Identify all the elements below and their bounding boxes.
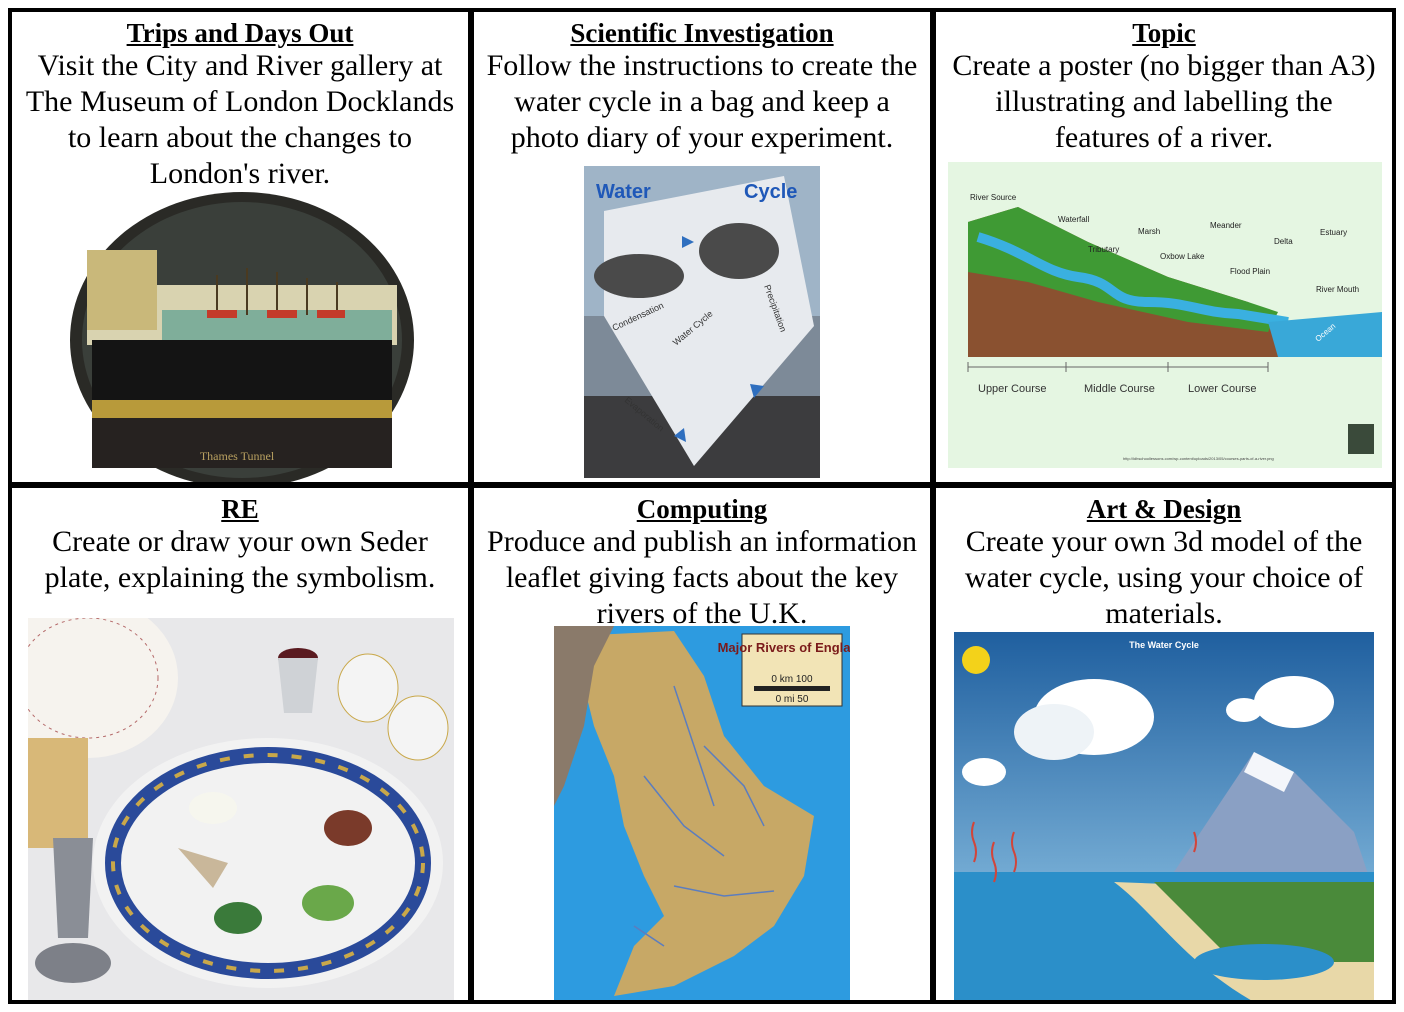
map-scale-km: 0 km 100 [771,674,813,685]
river-label: Meander [1210,221,1242,230]
cell-re: RE Create or draw your own Seder plate, … [12,488,468,1000]
river-label: Oxbow Lake [1160,252,1205,261]
activity-grid: Trips and Days Out Visit the City and Ri… [8,8,1396,1004]
cell-text: Create a poster (no bigger than A3) illu… [952,49,1376,154]
cell-text: Visit the City and River gallery at The … [25,49,455,190]
cell-text: Follow the instructions to create the wa… [486,49,918,154]
cell-heading: Scientific Investigation [570,18,834,48]
cell-topic: Topic Create a poster (no bigger than A3… [936,12,1392,482]
river-label: River Mouth [1316,285,1359,294]
cell-text: Create your own 3d model of the water cy… [964,525,1364,630]
cell-text: Create or draw your own Seder plate, exp… [44,525,436,594]
cell-heading: Trips and Days Out [126,18,354,48]
bag-title-right: Cycle [744,181,797,203]
river-label: Flood Plain [1230,267,1270,276]
river-label: Waterfall [1058,215,1089,224]
thames-tunnel-image: Thames Tunnel [67,190,417,482]
water-cycle-bag-image: Water Cycle Condensation Precipitation E… [584,166,820,478]
cell-heading: Art & Design [1086,494,1242,524]
course-label: Middle Course [1084,383,1155,395]
cell-heading: Computing [636,494,768,524]
river-label: Delta [1274,237,1293,246]
cell-scientific: Scientific Investigation Follow the inst… [474,12,930,482]
poster-url: http://ldhschoollessons.com/wp-content/u… [1123,456,1274,461]
water-cycle-title: The Water Cycle [1129,640,1199,650]
thames-tunnel-caption: Thames Tunnel [200,449,275,463]
course-label: Lower Course [1188,383,1256,395]
river-label: River Source [970,193,1017,202]
rivers-of-england-map: Major Rivers of England 0 km 100 0 mi 50 [554,626,850,1000]
cell-art-design: Art & Design Create your own 3d model of… [936,488,1392,1000]
map-title: Major Rivers of England [718,640,850,655]
river-label: Marsh [1138,227,1160,236]
cell-text: Produce and publish an information leafl… [487,525,917,630]
river-label: Estuary [1320,228,1347,237]
seder-plate-image [28,618,454,1000]
river-features-poster: River Source Waterfall Tributary Marsh O… [948,162,1382,468]
cell-trips: Trips and Days Out Visit the City and Ri… [12,12,468,482]
cell-heading: Topic [1132,18,1196,48]
bag-title-left: Water [596,181,651,203]
river-label: Tributary [1088,245,1119,254]
course-label: Upper Course [978,383,1046,395]
map-scale-mi: 0 mi 50 [776,694,809,705]
cell-heading: RE [221,494,259,524]
cell-computing: Computing Produce and publish an informa… [474,488,930,1000]
water-cycle-illustration: The Water Cycle [954,632,1374,1000]
